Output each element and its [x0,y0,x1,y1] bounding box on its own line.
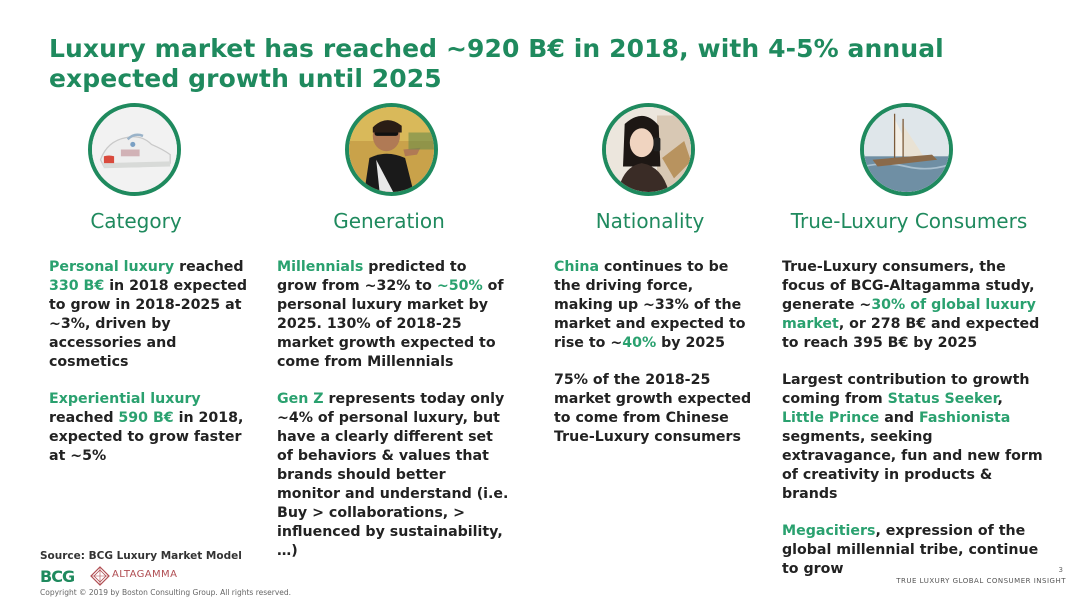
column-body-true-luxury: True-Luxury consumers, the focus of BCG-… [782,258,1044,597]
paragraph: True-Luxury consumers, the focus of BCG-… [782,258,1044,353]
paragraph: Largest contribution to growth coming fr… [782,371,1044,504]
bcg-logo: BCG [40,567,75,586]
highlight-text: Gen Z [277,391,324,407]
highlight-text: 590 B€ [118,410,174,426]
page-number: 3 [1058,566,1063,574]
body-text: in 2018 expected to grow in 2018-2025 at… [49,278,248,370]
body-text: continues to be the driving force, makin… [554,259,746,351]
highlight-text: Status Seeker [887,391,998,407]
column-heading-true-luxury: True-Luxury Consumers [790,209,1028,233]
highlight-text: Fashionista [919,410,1011,426]
altagamma-logo: ALTAGAMMA [112,569,178,580]
highlight-text: 330 B€ [49,278,105,294]
body-text: represents today only ~4% of personal lu… [277,391,509,559]
column-heading-generation: Generation [333,209,445,233]
body-text: reached [49,410,119,426]
paragraph: 75% of the 2018-25 market growth expecte… [554,371,754,447]
highlight-text: ~50% [436,278,483,294]
paragraph: Personal luxury reached 330 B€ in 2018 e… [49,258,259,372]
body-text: 75% of the 2018-25 market growth expecte… [554,372,752,445]
footer-label: TRUE LUXURY GLOBAL CONSUMER INSIGHT [896,577,1066,585]
sneaker-photo-icon [88,103,181,196]
highlight-text: China [554,259,600,275]
column-heading-category: Category [90,209,182,233]
body-text: by 2025 [656,335,725,351]
highlight-text: Little Prince [782,410,880,426]
body-text: True-Luxury consumers, the focus of BCG-… [782,259,1035,313]
column-body-nationality: China continues to be the driving force,… [554,258,754,465]
body-text: of personal luxury market by 2025. 130% … [277,278,504,370]
paragraph: China continues to be the driving force,… [554,258,754,353]
body-text: , [997,391,1003,407]
highlight-text: Personal luxury [49,259,175,275]
body-text: , or 278 B€ and expected to reach 395 B€… [782,316,1040,351]
paragraph: Gen Z represents today only ~4% of perso… [277,390,509,561]
body-text: in 2018, expected to grow faster at ~5% [49,410,244,464]
paragraph: Megacitiers, expression of the global mi… [782,522,1044,579]
paragraph: Experiential luxury reached 590 B€ in 20… [49,390,259,466]
copyright: Copyright © 2019 by Boston Consulting Gr… [40,588,292,597]
highlight-text: 30% of global luxury market [782,297,1036,332]
highlight-text: Megacitiers [782,523,876,539]
slide-title: Luxury market has reached ~920 B€ in 201… [49,34,944,93]
body-text: predicted to grow from ~32% to [277,259,467,294]
body-text: Largest contribution to growth coming fr… [782,372,1030,407]
column-body-generation: Millennials predicted to grow from ~32% … [277,258,509,579]
body-text: and [879,410,920,426]
paragraph: Millennials predicted to grow from ~32% … [277,258,509,372]
highlight-text: 40% [622,335,657,351]
altagamma-logo-icon [90,566,110,586]
body-text: segments, seeking extravagance, fun and … [782,429,1043,502]
sailing-yacht-photo-icon [860,103,953,196]
source-note: Source: BCG Luxury Market Model [40,550,242,562]
young-woman-sunglasses-photo-icon [345,103,438,196]
chinese-woman-phone-photo-icon [602,103,695,196]
body-text: , expression of the global millennial tr… [782,523,1039,577]
highlight-text: Experiential luxury [49,391,201,407]
highlight-text: Millennials [277,259,364,275]
body-text: reached [174,259,244,275]
column-body-category: Personal luxury reached 330 B€ in 2018 e… [49,258,259,484]
column-heading-nationality: Nationality [595,209,705,233]
